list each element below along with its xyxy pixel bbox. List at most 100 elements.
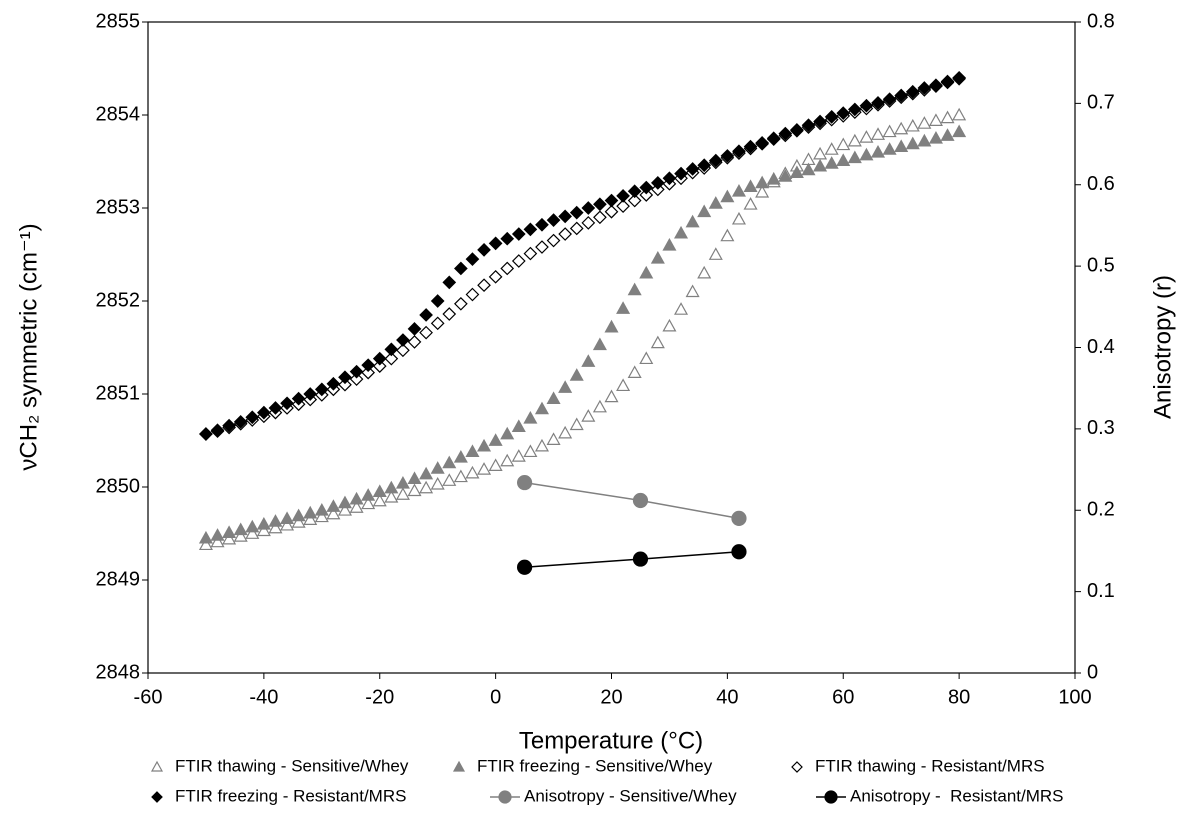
- marker-triangle: [616, 378, 631, 392]
- marker-diamond: [708, 153, 723, 168]
- marker-diamond: [442, 275, 457, 290]
- marker-triangle: [882, 142, 897, 155]
- marker-diamond: [616, 189, 630, 203]
- marker-diamond: [314, 382, 329, 397]
- marker-triangle: [419, 466, 434, 480]
- y2-axis-title: Anisotropy (r): [1149, 275, 1176, 419]
- marker-triangle: [395, 487, 410, 500]
- marker-triangle: [569, 368, 584, 381]
- y-tick-label: 2848: [96, 661, 141, 683]
- y-tick-label: 2849: [96, 568, 141, 590]
- marker-triangle: [280, 517, 295, 531]
- marker-diamond: [280, 396, 294, 411]
- marker-triangle: [894, 139, 909, 153]
- marker-triangle: [882, 124, 897, 138]
- marker-triangle: [361, 496, 376, 510]
- legend-label: FTIR freezing - Resistant/MRS: [175, 786, 406, 805]
- marker-diamond: [384, 342, 399, 357]
- marker-triangle: [198, 537, 213, 551]
- marker-triangle: [326, 506, 341, 520]
- y-tick-label: 2850: [96, 475, 141, 497]
- marker-triangle: [534, 438, 549, 452]
- marker-triangle: [836, 153, 851, 166]
- marker-diamond: [674, 166, 688, 181]
- marker-diamond: [326, 376, 341, 391]
- marker-triangle: [291, 515, 306, 528]
- marker-triangle: [662, 237, 677, 251]
- marker-diamond: [569, 221, 584, 236]
- marker-triangle: [511, 419, 526, 432]
- series-line: [524, 481, 740, 520]
- marker-triangle: [477, 438, 492, 452]
- marker-triangle: [268, 520, 283, 534]
- marker-triangle: [674, 302, 689, 315]
- y2-tick-label: 0.6: [1087, 173, 1115, 195]
- marker-circle: [498, 790, 512, 804]
- marker-triangle: [511, 449, 526, 462]
- marker-triangle: [592, 337, 607, 351]
- marker-triangle: [314, 503, 329, 516]
- marker-triangle: [778, 169, 793, 182]
- marker-diamond: [546, 213, 561, 227]
- marker-triangle: [859, 130, 874, 143]
- marker-triangle: [198, 530, 213, 544]
- marker-diamond: [430, 294, 445, 308]
- marker-diamond: [639, 188, 654, 202]
- marker-diamond: [199, 427, 213, 441]
- marker-triangle: [789, 165, 804, 179]
- marker-triangle: [928, 131, 943, 144]
- marker-diamond: [790, 123, 804, 137]
- marker-diamond: [952, 70, 966, 85]
- marker-triangle: [384, 480, 399, 494]
- marker-triangle: [824, 142, 839, 155]
- x-tick-label: -40: [249, 686, 278, 708]
- marker-diamond: [488, 236, 503, 251]
- marker-diamond: [813, 114, 827, 129]
- marker-triangle: [477, 462, 492, 475]
- marker-diamond: [465, 287, 480, 302]
- marker-triangle: [419, 480, 434, 494]
- marker-triangle: [314, 509, 329, 523]
- y-tick-label: 2852: [96, 289, 141, 311]
- y2-tick-label: 0.8: [1087, 10, 1115, 32]
- marker-circle: [824, 790, 838, 804]
- marker-diamond: [859, 98, 874, 113]
- marker-diamond: [442, 307, 457, 321]
- marker-diamond: [558, 209, 572, 224]
- marker-triangle: [488, 433, 503, 446]
- marker-triangle: [337, 503, 353, 516]
- marker-triangle: [639, 265, 654, 279]
- marker-diamond: [720, 149, 735, 163]
- x-tick-label: 100: [1058, 686, 1091, 708]
- marker-diamond: [616, 199, 630, 213]
- marker-triangle: [708, 196, 723, 209]
- x-axis-title: Temperature (°C): [519, 727, 703, 754]
- marker-diamond: [581, 201, 596, 215]
- marker-triangle: [731, 211, 746, 225]
- marker-circle: [731, 510, 747, 526]
- y-tick-label: 2854: [96, 103, 141, 125]
- marker-triangle: [558, 380, 573, 393]
- y2-tick-label: 0.3: [1087, 417, 1115, 439]
- marker-diamond: [639, 180, 654, 195]
- marker-triangle: [268, 514, 283, 527]
- marker-circle: [632, 492, 649, 509]
- marker-diamond: [477, 243, 491, 257]
- marker-triangle: [917, 116, 932, 129]
- marker-triangle: [813, 158, 828, 172]
- marker-triangle: [720, 189, 735, 203]
- marker-diamond: [349, 372, 364, 386]
- marker-triangle: [824, 156, 839, 169]
- marker-triangle: [836, 137, 851, 151]
- marker-triangle: [650, 335, 665, 349]
- marker-triangle: [384, 489, 399, 503]
- marker-diamond: [685, 162, 700, 176]
- marker-diamond: [222, 418, 236, 433]
- marker-triangle: [870, 144, 886, 158]
- marker-triangle: [465, 465, 480, 479]
- marker-triangle: [523, 444, 538, 458]
- marker-triangle: [256, 523, 271, 537]
- marker-diamond: [743, 139, 758, 154]
- marker-diamond: [500, 261, 515, 276]
- marker-diamond: [535, 217, 549, 232]
